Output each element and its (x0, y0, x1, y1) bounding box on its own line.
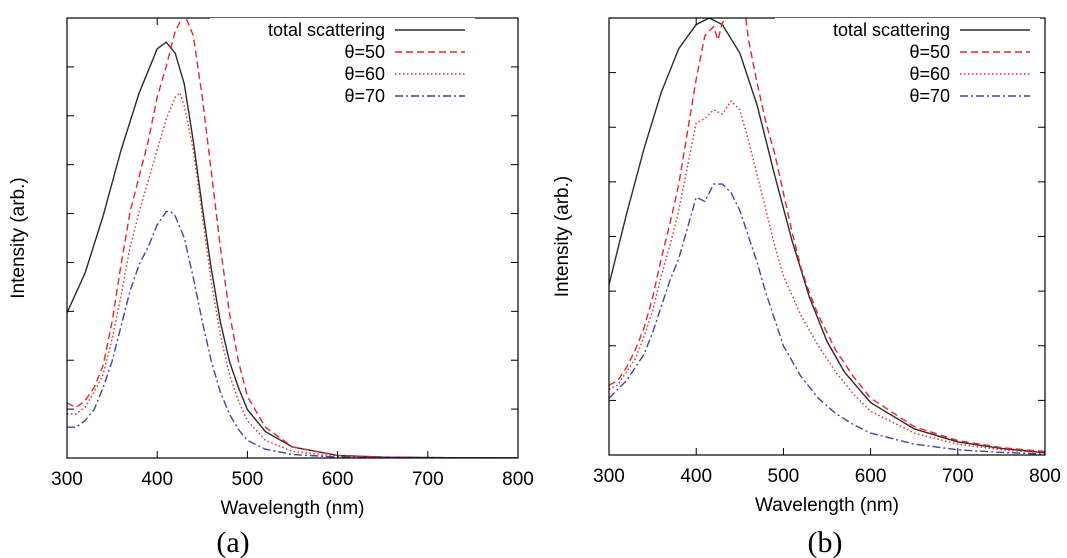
panel-a: 300 400 500 600 700 800 Wavelength (nm) Intensi… (8, 17, 534, 558)
x-tick-label: 400 (141, 469, 173, 490)
panel-label: (a) (216, 526, 249, 558)
series-line-3 (67, 91, 518, 458)
y-axis-title: Intensity (arb.) (8, 177, 29, 298)
legend-label: θ=50 (909, 42, 950, 62)
x-tick-label: 500 (232, 469, 264, 490)
series-line-2 (67, 18, 518, 458)
x-tick-label: 400 (680, 466, 712, 487)
x-axis-title: Wavelength (nm) (221, 498, 365, 519)
legend-background (775, 18, 1040, 110)
x-tick-label: 500 (768, 466, 800, 487)
legend-label: θ=70 (344, 86, 385, 106)
x-tick-label: 600 (855, 466, 887, 487)
x-tick-label: 300 (51, 469, 83, 490)
x-tick-label: 300 (593, 466, 625, 487)
x-tick-label: 700 (412, 469, 444, 490)
x-tick-label: 800 (1029, 466, 1061, 487)
x-tick-label: 600 (322, 469, 354, 490)
series-line-1 (609, 18, 1045, 454)
panel-b: 300 400 500 600 700 800 Wavelength (nm) Intensi… (552, 17, 1061, 558)
legend-label: θ=70 (909, 86, 950, 106)
legend-label: θ=60 (909, 64, 950, 84)
legend-label: total scattering (833, 20, 950, 40)
panel-label: (b) (808, 526, 843, 558)
legend-background (210, 18, 475, 110)
legend-label: θ=50 (344, 42, 385, 62)
legend-label: θ=60 (344, 64, 385, 84)
series-line-3 (609, 99, 1045, 454)
series-line-4 (609, 183, 1045, 455)
x-axis-title: Wavelength (nm) (755, 495, 899, 516)
y-axis-title: Intensity (arb.) (552, 176, 573, 297)
series-line-4 (67, 210, 518, 458)
legend-label: total scattering (268, 20, 385, 40)
x-tick-label: 700 (942, 466, 974, 487)
x-tick-label: 800 (502, 469, 534, 490)
